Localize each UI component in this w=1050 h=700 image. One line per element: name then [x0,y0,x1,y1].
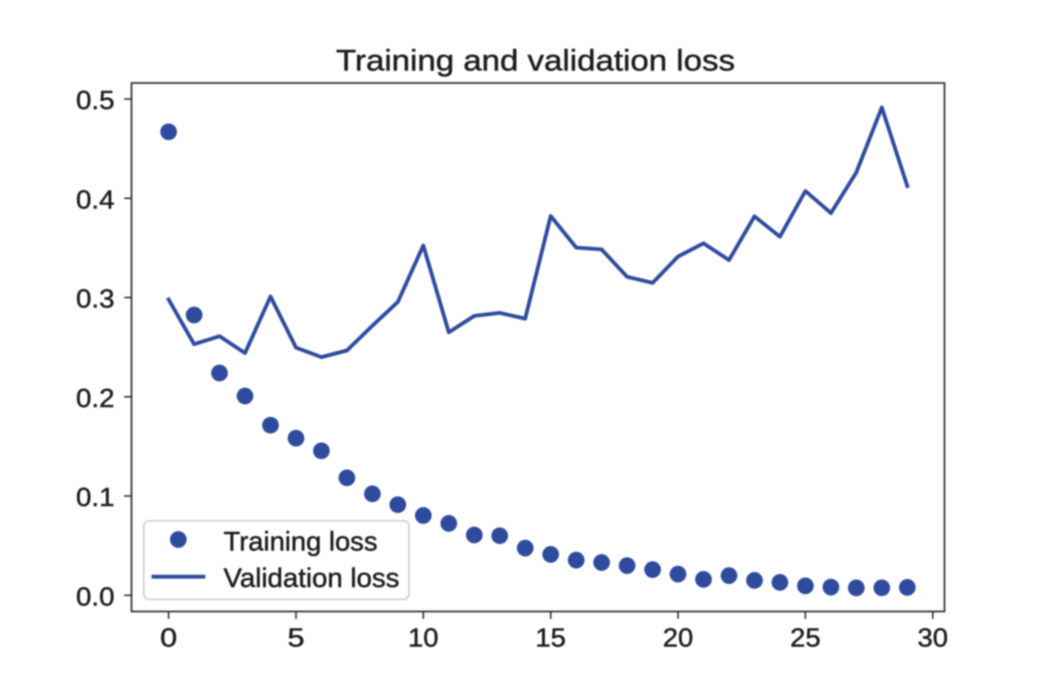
svg-text:10: 10 [408,625,439,653]
svg-text:0.0: 0.0 [76,584,115,612]
svg-text:Training and validation loss: Training and validation loss [336,45,735,78]
svg-text:25: 25 [790,625,821,653]
svg-text:0: 0 [160,625,177,653]
svg-text:0.2: 0.2 [76,385,115,413]
svg-text:0.5: 0.5 [76,87,115,115]
svg-text:Validation loss: Validation loss [224,563,400,593]
svg-text:20: 20 [663,625,694,653]
svg-text:Training loss: Training loss [224,526,378,556]
svg-text:30: 30 [918,625,949,653]
svg-text:5: 5 [288,625,305,653]
svg-text:0.3: 0.3 [76,286,115,314]
svg-text:0.1: 0.1 [76,484,115,512]
svg-text:0.4: 0.4 [76,187,115,215]
svg-text:15: 15 [535,625,566,653]
